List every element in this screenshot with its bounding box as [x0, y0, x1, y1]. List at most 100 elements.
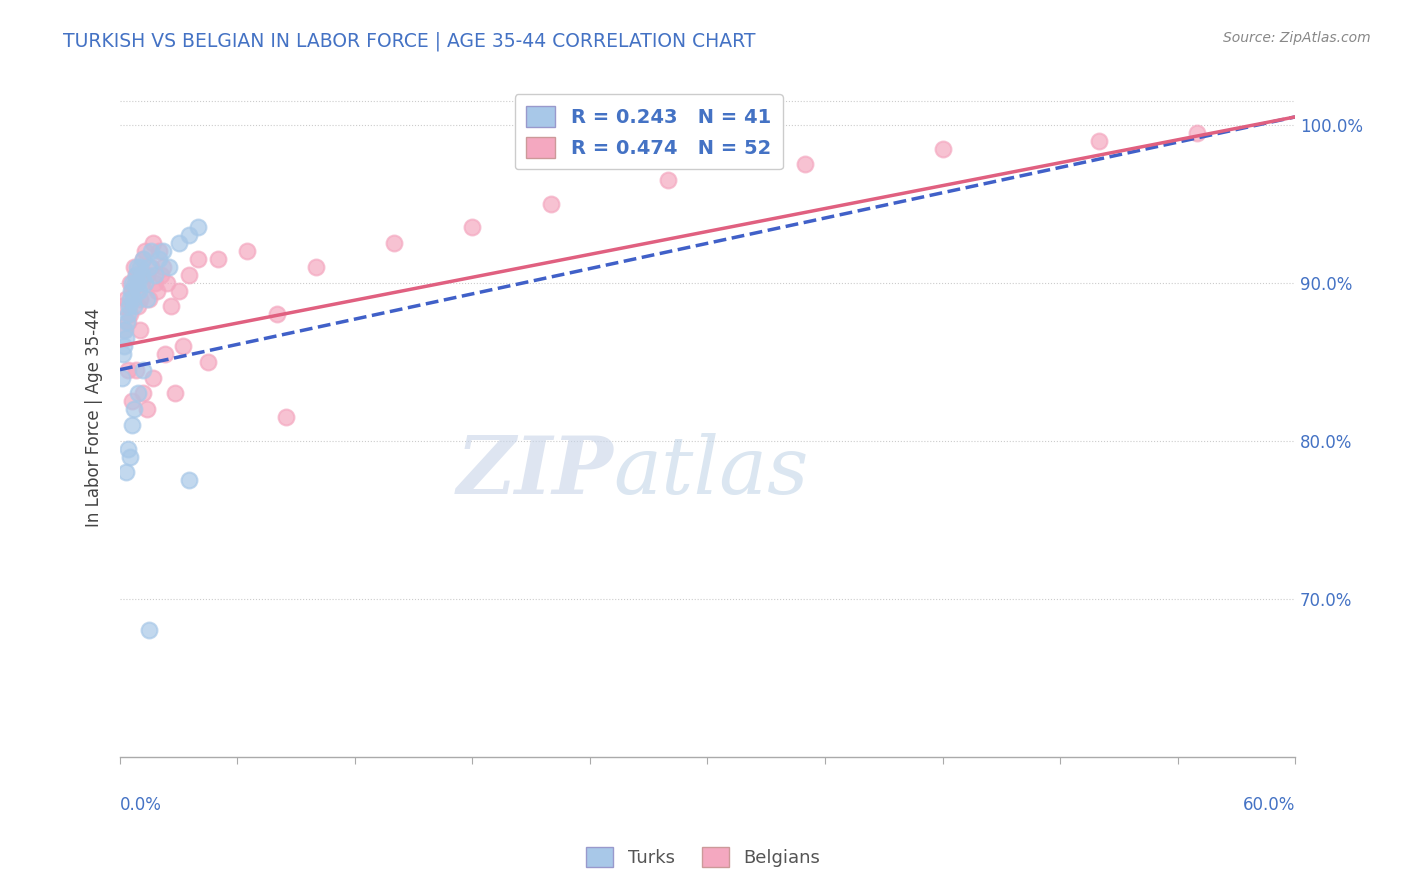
Point: [177, 228, 200, 243]
Point: [167, 284, 190, 298]
Point: [122, 300, 145, 314]
Point: [931, 141, 953, 155]
Point: [115, 315, 138, 329]
Point: [131, 276, 153, 290]
Point: [153, 347, 176, 361]
Point: [115, 292, 138, 306]
Point: [138, 292, 160, 306]
Point: [152, 244, 174, 259]
Point: [177, 268, 200, 282]
Point: [236, 244, 259, 259]
Point: [157, 260, 180, 274]
Point: [152, 260, 174, 274]
Point: [128, 292, 150, 306]
Point: [207, 252, 229, 266]
Point: [124, 362, 146, 376]
Point: [148, 252, 170, 266]
Point: [118, 450, 141, 464]
Point: [276, 410, 298, 425]
Point: [124, 268, 146, 282]
Point: [141, 260, 163, 274]
Point: [132, 252, 155, 266]
Text: atlas: atlas: [613, 433, 808, 510]
Point: [142, 236, 165, 251]
Point: [143, 276, 166, 290]
Point: [540, 196, 562, 211]
Point: [136, 292, 159, 306]
Point: [134, 276, 156, 290]
Point: [132, 362, 155, 376]
Point: [150, 268, 173, 282]
Point: [132, 252, 155, 266]
Point: [138, 624, 160, 638]
Point: [128, 323, 150, 337]
Text: ZIP: ZIP: [457, 433, 613, 510]
Point: [143, 268, 166, 282]
Point: [794, 157, 817, 171]
Point: [121, 292, 143, 306]
Point: [142, 370, 165, 384]
Point: [187, 220, 209, 235]
Point: [163, 386, 186, 401]
Legend: Turks, Belgians: Turks, Belgians: [579, 839, 827, 874]
Point: [121, 394, 143, 409]
Point: [117, 307, 139, 321]
Point: [134, 244, 156, 259]
Point: [127, 276, 149, 290]
Point: [160, 300, 183, 314]
Point: [128, 260, 150, 274]
Point: [124, 276, 146, 290]
Point: [136, 268, 159, 282]
Point: [305, 260, 328, 274]
Point: [148, 244, 170, 259]
Point: [118, 276, 141, 290]
Point: [266, 307, 288, 321]
Y-axis label: In Labor Force | Age 35-44: In Labor Force | Age 35-44: [86, 308, 103, 526]
Point: [657, 173, 679, 187]
Legend: R = 0.243   N = 41, R = 0.474   N = 52: R = 0.243 N = 41, R = 0.474 N = 52: [515, 94, 783, 169]
Text: Source: ZipAtlas.com: Source: ZipAtlas.com: [1223, 31, 1371, 45]
Point: [146, 284, 169, 298]
Point: [115, 331, 138, 345]
Point: [118, 307, 141, 321]
Point: [124, 268, 146, 282]
Point: [122, 402, 145, 417]
Point: [141, 244, 163, 259]
Point: [167, 236, 190, 251]
Text: 0.0%: 0.0%: [120, 797, 162, 814]
Point: [127, 386, 149, 401]
Point: [112, 339, 135, 353]
Point: [111, 347, 134, 361]
Text: TURKISH VS BELGIAN IN LABOR FORCE | AGE 35-44 CORRELATION CHART: TURKISH VS BELGIAN IN LABOR FORCE | AGE …: [63, 31, 756, 51]
Point: [187, 252, 209, 266]
Point: [1185, 126, 1208, 140]
Point: [1088, 134, 1111, 148]
Point: [118, 292, 141, 306]
Point: [121, 276, 143, 290]
Point: [125, 260, 148, 274]
Point: [112, 323, 135, 337]
Point: [177, 473, 200, 487]
Point: [172, 339, 194, 353]
Point: [111, 370, 134, 384]
Point: [138, 260, 160, 274]
Point: [128, 284, 150, 298]
Point: [115, 466, 138, 480]
Point: [382, 236, 405, 251]
Point: [461, 220, 484, 235]
Point: [117, 362, 139, 376]
Point: [114, 323, 136, 337]
Point: [132, 386, 155, 401]
Point: [197, 355, 219, 369]
Point: [111, 300, 134, 314]
Point: [117, 442, 139, 456]
Point: [122, 260, 145, 274]
Point: [121, 284, 143, 298]
Point: [118, 300, 141, 314]
Point: [120, 284, 142, 298]
Point: [121, 417, 143, 432]
Point: [127, 300, 149, 314]
Point: [131, 268, 153, 282]
Point: [156, 276, 179, 290]
Point: [117, 315, 139, 329]
